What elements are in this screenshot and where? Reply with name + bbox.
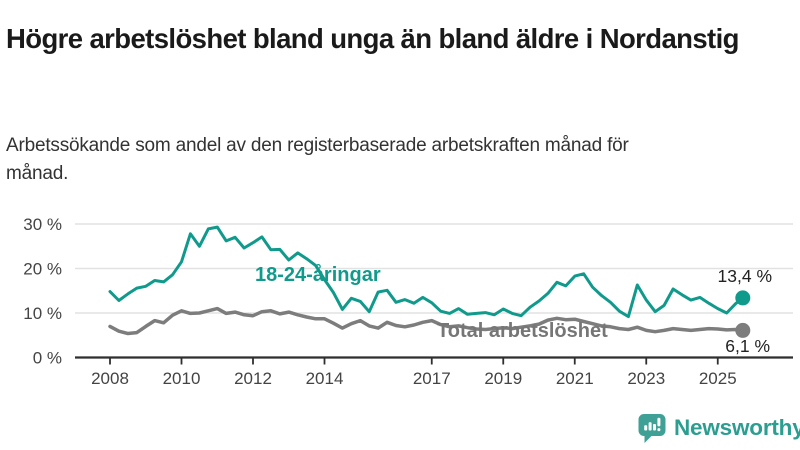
x-tick-label-2008: 2008	[91, 369, 129, 388]
page-title: Högre arbetslöshet bland unga än bland ä…	[6, 23, 739, 55]
newsworthy-logo: Newsworthy	[637, 412, 800, 444]
series-label-youth: 18-24-åringar	[255, 263, 381, 286]
y-tick-label-10: 10 %	[23, 304, 62, 323]
x-axis-ticks	[109, 357, 719, 365]
series-line-youth	[108, 225, 745, 319]
y-axis-labels: 30 % 20 % 10 % 0 %	[23, 215, 62, 368]
x-tick-label-2019: 2019	[484, 369, 522, 388]
y-tick-label-30: 30 %	[23, 215, 62, 234]
x-tick-label-2012: 2012	[234, 369, 272, 388]
end-value-label-youth: 13,4 %	[718, 266, 772, 286]
x-tick-label-2014: 2014	[306, 369, 344, 388]
x-tick-label-2017: 2017	[413, 369, 451, 388]
x-tick-label-2010: 2010	[163, 369, 201, 388]
x-axis-labels: 2008 2010 2012 2014 2017 2019 2021 2023 …	[91, 369, 737, 388]
x-tick-label-2023: 2023	[627, 369, 665, 388]
y-tick-label-20: 20 %	[23, 260, 62, 279]
series-line-total	[108, 306, 745, 336]
x-tick-label-2025: 2025	[699, 369, 737, 388]
x-tick-label-2021: 2021	[556, 369, 594, 388]
chart-subtitle: Arbetssökande som andel av den registerb…	[6, 135, 629, 184]
end-value-label-total: 6,1 %	[725, 336, 770, 356]
series-end-dot-total	[735, 322, 751, 338]
series-label-total: Total arbetslöshet	[437, 320, 608, 342]
bar-chart-speech-bubble-icon	[638, 413, 666, 443]
y-tick-label-0: 0 %	[33, 349, 62, 368]
gridlines	[75, 223, 793, 314]
newsworthy-logo-text: Newsworthy	[674, 415, 800, 440]
series-end-dot-youth	[735, 290, 751, 306]
